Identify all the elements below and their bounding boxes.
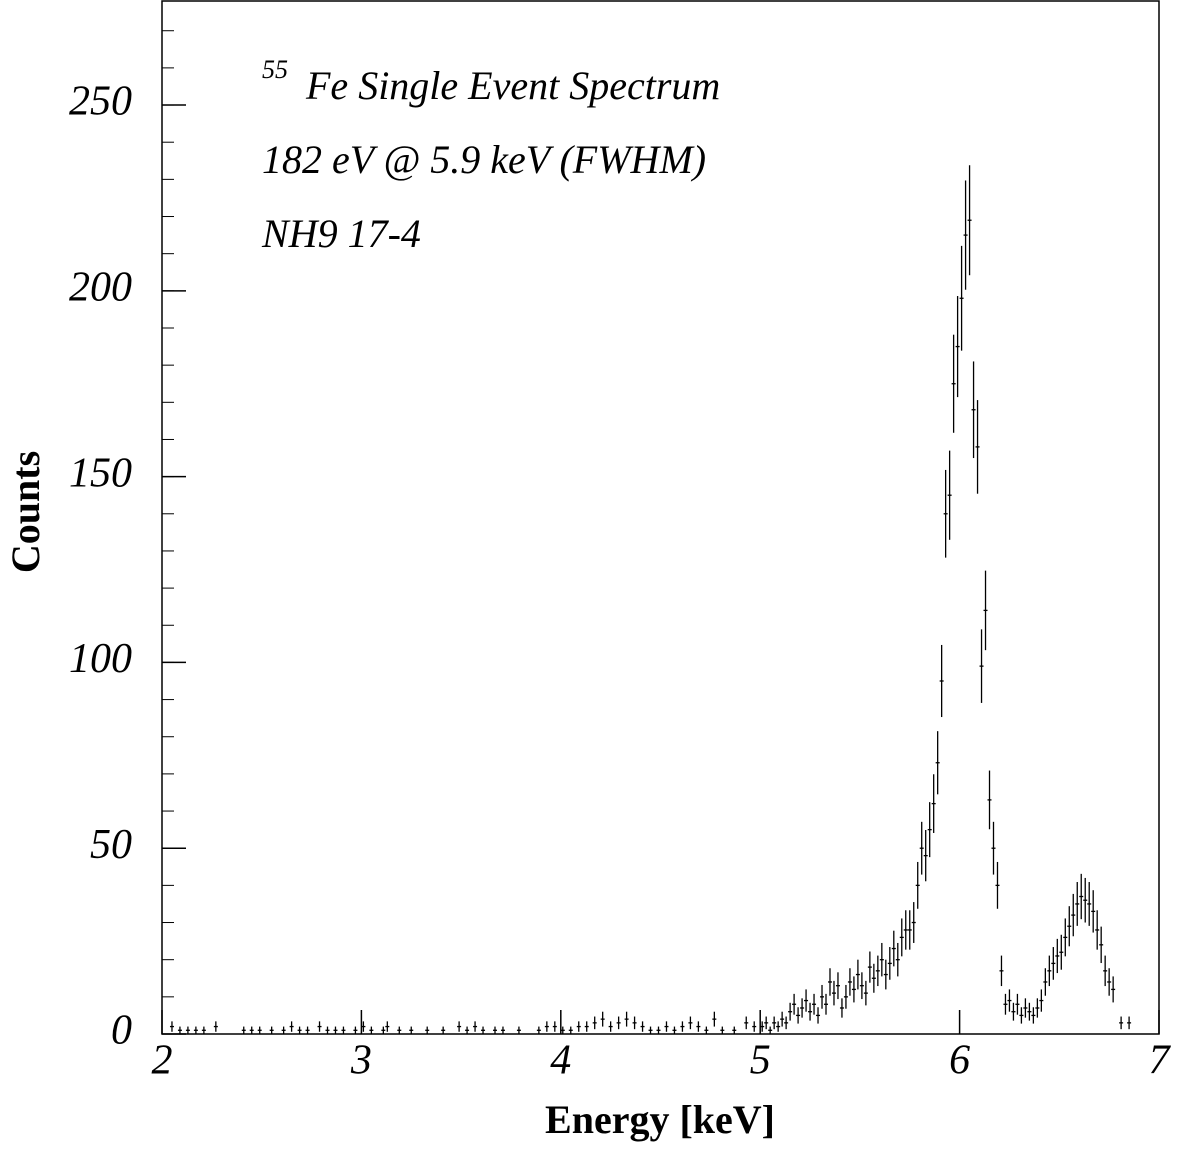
x-tick-label: 2	[152, 1038, 173, 1084]
x-tick-label: 7	[1149, 1038, 1172, 1084]
x-tick-label: 3	[350, 1038, 372, 1084]
x-tick-label: 6	[949, 1038, 970, 1084]
y-tick-label: 0	[111, 1008, 132, 1054]
annotation: NH9 17-4	[261, 211, 421, 256]
annotation-superscript: 55	[262, 55, 288, 84]
plot-frame	[161, 0, 1160, 1035]
y-tick-label: 200	[69, 264, 132, 310]
y-tick-label: 100	[69, 636, 132, 682]
x-axis-label: Energy [keV]	[545, 1097, 775, 1142]
x-tick-label: 4	[550, 1038, 571, 1084]
annotation: 182 eV @ 5.9 keV (FWHM)	[262, 137, 706, 182]
y-tick-label: 250	[69, 79, 132, 125]
y-axis-label: Counts	[3, 451, 48, 573]
x-tick-label: 5	[750, 1038, 771, 1084]
y-tick-label: 150	[69, 450, 132, 496]
annotation: Fe Single Event Spectrum	[305, 63, 720, 108]
y-tick-label: 50	[90, 822, 132, 868]
